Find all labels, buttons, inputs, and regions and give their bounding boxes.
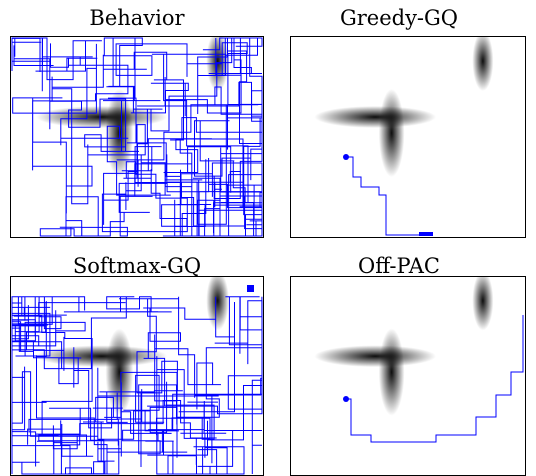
- panel-greedy-gq: Greedy-GQ: [270, 0, 528, 238]
- obstacle-shading: [36, 277, 229, 416]
- trajectory-path: [11, 296, 263, 475]
- start-marker: [343, 154, 349, 160]
- plot-area-off-pac: [314, 277, 524, 443]
- panel-title-softmax-gq: Softmax-GQ: [72, 254, 202, 278]
- plot-frame-off-pac: [290, 276, 526, 476]
- goal-marker: [247, 285, 254, 292]
- obstacle-shading: [314, 277, 494, 416]
- obstacle-shading: [314, 37, 494, 177]
- panel-behavior: Behavior: [8, 0, 266, 238]
- panel-title-behavior: Behavior: [89, 6, 185, 30]
- plot-frame-softmax-gq: [10, 276, 264, 476]
- panel-off-pac: Off-PAC: [270, 240, 528, 476]
- plot-area-behavior: [11, 37, 263, 237]
- start-marker: [343, 396, 349, 402]
- trajectory-path: [346, 315, 524, 443]
- end-marker: [419, 232, 433, 236]
- panel-softmax-gq: Softmax-GQ: [8, 240, 266, 476]
- trajectory-path: [136, 296, 263, 474]
- panel-title-off-pac: Off-PAC: [358, 254, 440, 278]
- plot-frame-greedy-gq: [290, 36, 526, 238]
- plot-area-greedy-gq: [314, 37, 494, 236]
- panel-title-greedy-gq: Greedy-GQ: [339, 6, 459, 30]
- plot-area-softmax-gq: [11, 277, 263, 475]
- plot-frame-behavior: [10, 36, 264, 238]
- trajectory-path: [11, 37, 263, 237]
